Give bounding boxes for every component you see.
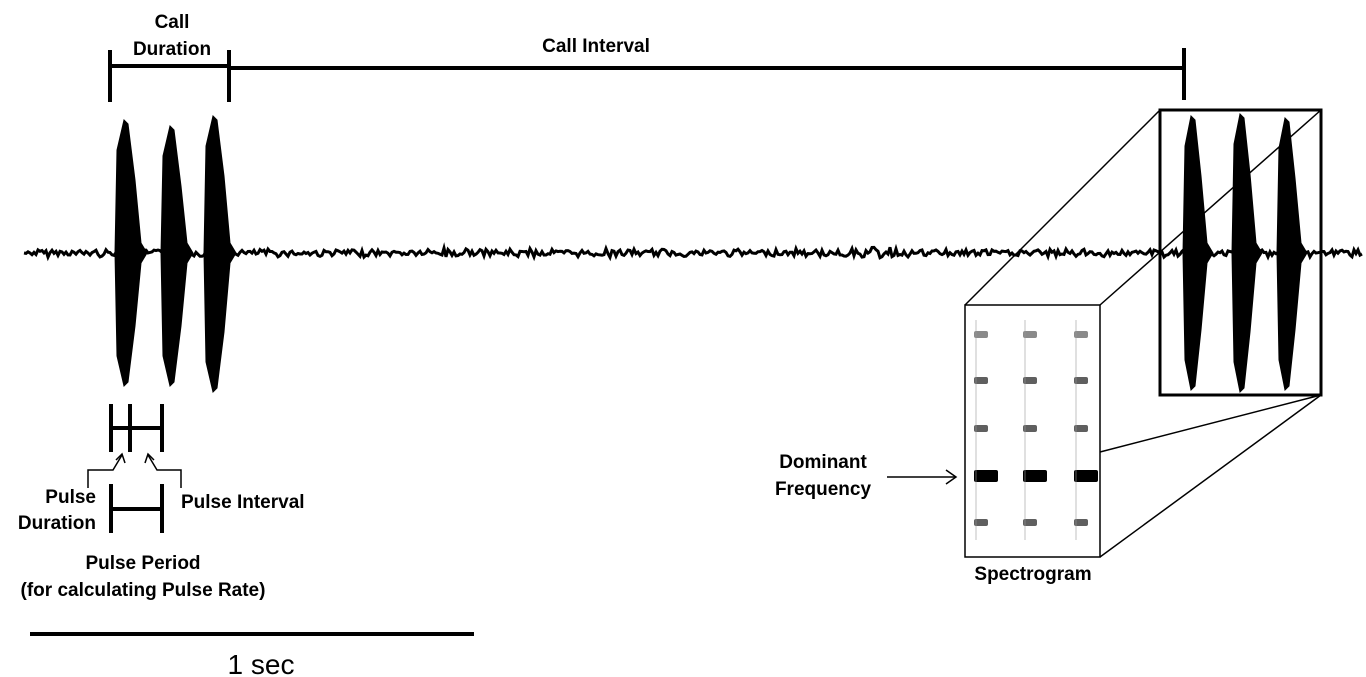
pulse-duration-label-line1: Pulse [45, 487, 96, 508]
spectrogram-harmonic-band [974, 331, 988, 338]
spectrogram-harmonic-band [1023, 377, 1037, 384]
spectrogram-dominant-band [1074, 470, 1098, 482]
spectrogram-panel [964, 304, 1101, 558]
spectrogram-dominant-band [1023, 470, 1047, 482]
waveform-pulse [203, 115, 237, 393]
pulse-period-label-line2: (for calculating Pulse Rate) [21, 580, 266, 601]
waveform-pulses [114, 112, 1308, 394]
spectrogram-label: Spectrogram [974, 564, 1091, 585]
waveform-pulse [1182, 114, 1214, 392]
spectrogram-harmonic-band [1023, 519, 1037, 526]
spectrogram-harmonic-band [1074, 519, 1088, 526]
dominant-frequency-label-line2: Frequency [775, 479, 872, 500]
call-duration-bracket [108, 50, 231, 102]
pulse-duration-label-line2: Duration [18, 513, 96, 534]
pulse-duration-arrow [87, 452, 126, 488]
waveform-pulse [1231, 112, 1263, 394]
call-duration-label-line2: Duration [133, 39, 211, 60]
spectrogram-dominant-band [974, 470, 998, 482]
waveform-pulse [1276, 116, 1308, 392]
spectrogram-harmonic-band [974, 519, 988, 526]
spectrogram-harmonic-band [974, 377, 988, 384]
waveform-baseline [23, 242, 1363, 262]
pulse-period-label-line1: Pulse Period [85, 553, 200, 574]
zoom-box [964, 108, 1323, 558]
waveform-pulse [114, 119, 148, 387]
pulse-interval-arrow [144, 452, 182, 488]
pulse-interval-label: Pulse Interval [181, 492, 305, 513]
pulse-period-bracket [109, 484, 164, 533]
spectrogram-harmonic-band [1074, 377, 1088, 384]
spectrogram-harmonic-band [974, 425, 988, 432]
spectrogram-harmonic-band [1023, 425, 1037, 432]
waveform-pulse [160, 125, 194, 387]
spectrogram-harmonic-band [1023, 331, 1037, 338]
pulse-brackets [109, 404, 164, 452]
dominant-frequency-arrow [887, 469, 958, 485]
call-duration-label-line1: Call [155, 12, 190, 33]
dominant-frequency-label-line1: Dominant [779, 452, 867, 473]
scale-bar-label: 1 sec [228, 649, 295, 677]
call-interval-bracket [229, 48, 1186, 100]
call-interval-label: Call Interval [542, 36, 650, 57]
spectrogram-harmonic-band [1074, 331, 1088, 338]
spectrogram-harmonic-band [1074, 425, 1088, 432]
spectrogram-bands [974, 320, 1098, 540]
